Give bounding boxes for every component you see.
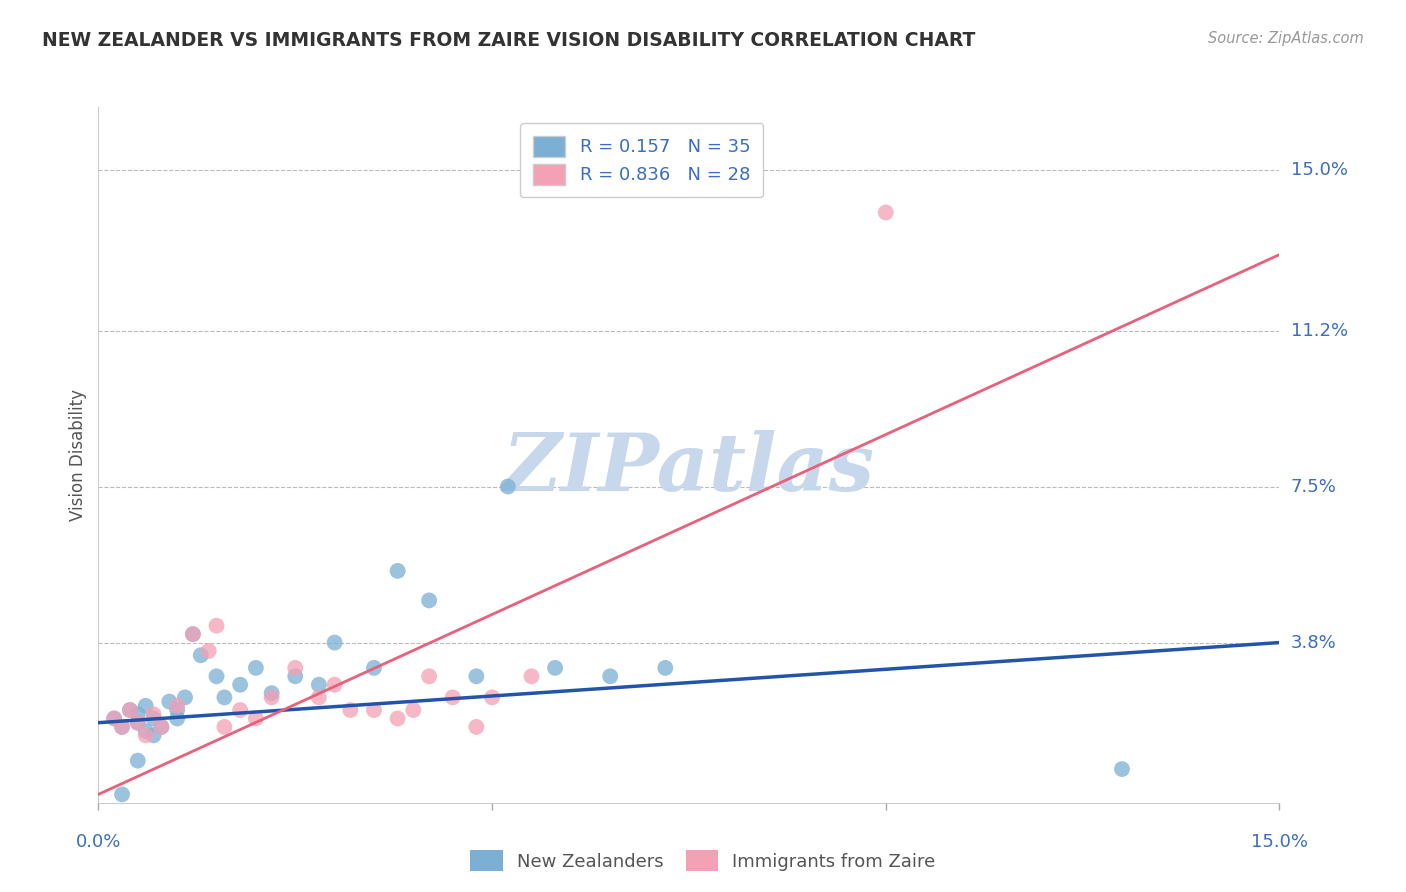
Text: Source: ZipAtlas.com: Source: ZipAtlas.com	[1208, 31, 1364, 46]
Point	[157, 695, 180, 709]
Text: 0.0%: 0.0%	[76, 833, 121, 851]
Point	[308, 690, 330, 705]
Point	[496, 479, 519, 493]
Point	[150, 720, 173, 734]
Text: 3.8%: 3.8%	[1291, 633, 1336, 651]
Point	[135, 724, 157, 739]
Point	[323, 678, 346, 692]
Point	[875, 205, 897, 219]
Point	[142, 728, 165, 742]
Point	[229, 703, 252, 717]
Text: 11.2%: 11.2%	[1291, 321, 1348, 340]
Point	[142, 707, 165, 722]
Point	[245, 711, 267, 725]
Point	[174, 690, 197, 705]
Point	[260, 690, 283, 705]
Point	[127, 707, 149, 722]
Point	[481, 690, 503, 705]
Point	[111, 788, 134, 802]
Point	[544, 661, 567, 675]
Point	[339, 703, 361, 717]
Y-axis label: Vision Disability: Vision Disability	[69, 389, 87, 521]
Legend: New Zealanders, Immigrants from Zaire: New Zealanders, Immigrants from Zaire	[463, 843, 943, 879]
Text: ZIPatlas: ZIPatlas	[503, 430, 875, 508]
Point	[387, 711, 409, 725]
Point	[402, 703, 425, 717]
Legend: R = 0.157   N = 35, R = 0.836   N = 28: R = 0.157 N = 35, R = 0.836 N = 28	[520, 123, 763, 197]
Point	[520, 669, 543, 683]
Point	[181, 627, 204, 641]
Point	[465, 669, 488, 683]
Point	[190, 648, 212, 663]
Point	[142, 711, 165, 725]
Point	[245, 661, 267, 675]
Point	[214, 720, 236, 734]
Point	[363, 661, 385, 675]
Point	[103, 711, 125, 725]
Text: 15.0%: 15.0%	[1291, 161, 1347, 179]
Point	[441, 690, 464, 705]
Point	[363, 703, 385, 717]
Point	[166, 711, 188, 725]
Point	[260, 686, 283, 700]
Point	[118, 703, 141, 717]
Point	[465, 720, 488, 734]
Point	[166, 698, 188, 713]
Text: 7.5%: 7.5%	[1291, 477, 1337, 496]
Point	[205, 669, 228, 683]
Point	[214, 690, 236, 705]
Point	[284, 669, 307, 683]
Point	[418, 593, 440, 607]
Text: NEW ZEALANDER VS IMMIGRANTS FROM ZAIRE VISION DISABILITY CORRELATION CHART: NEW ZEALANDER VS IMMIGRANTS FROM ZAIRE V…	[42, 31, 976, 50]
Point	[127, 754, 149, 768]
Point	[150, 720, 173, 734]
Point	[181, 627, 204, 641]
Point	[103, 711, 125, 725]
Point	[135, 698, 157, 713]
Point	[118, 703, 141, 717]
Point	[166, 703, 188, 717]
Point	[127, 715, 149, 730]
Point	[654, 661, 676, 675]
Point	[323, 635, 346, 649]
Point	[308, 678, 330, 692]
Point	[229, 678, 252, 692]
Point	[197, 644, 219, 658]
Point	[135, 728, 157, 742]
Text: 15.0%: 15.0%	[1251, 833, 1308, 851]
Point	[387, 564, 409, 578]
Point	[111, 720, 134, 734]
Point	[599, 669, 621, 683]
Point	[418, 669, 440, 683]
Point	[1111, 762, 1133, 776]
Point	[111, 720, 134, 734]
Point	[127, 715, 149, 730]
Point	[205, 618, 228, 632]
Point	[284, 661, 307, 675]
